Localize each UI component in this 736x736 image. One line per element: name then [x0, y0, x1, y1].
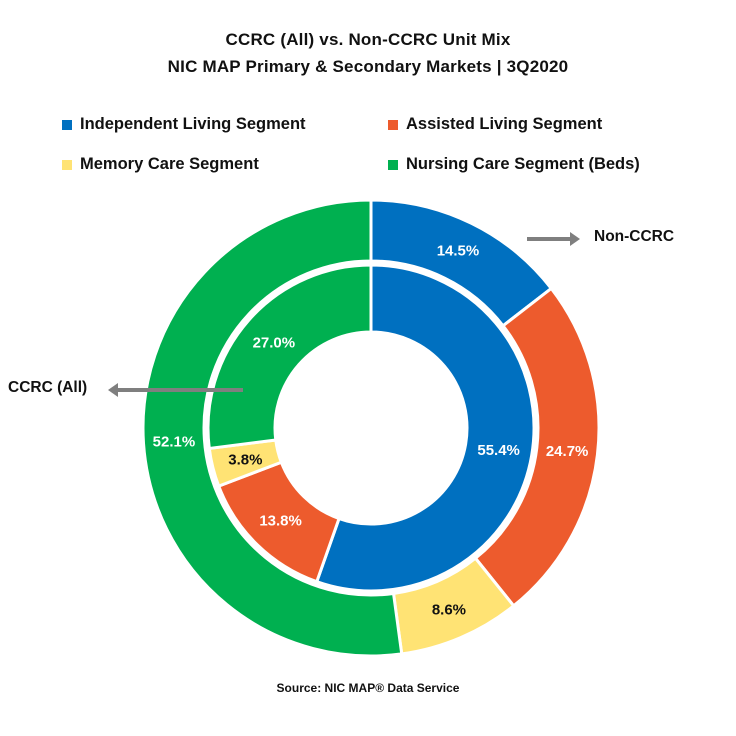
legend-item-memory: Memory Care Segment: [62, 155, 259, 174]
legend-label-assisted: Assisted Living Segment: [406, 115, 603, 133]
legend-label-independent: Independent Living Segment: [80, 115, 306, 133]
inner-ring-label-assisted: 13.8%: [259, 513, 302, 530]
legend-swatch-assisted: [388, 119, 398, 130]
legend-swatch-nursing: [388, 159, 398, 170]
outer-ring-label-memory: 8.6%: [432, 601, 466, 618]
ccrc-arrow: [108, 383, 243, 397]
non-ccrc-annotation: Non-CCRC: [594, 228, 675, 245]
inner-ring-slice-independent: [314, 263, 536, 593]
outer-ring-label-nursing: 52.1%: [153, 433, 196, 450]
legend-item-assisted: Assisted Living Segment: [388, 115, 602, 134]
legend-item-nursing: Nursing Care Segment (Beds): [388, 155, 640, 174]
legend-swatch-memory: [62, 159, 72, 170]
outer-ring-slice-nursing: [141, 198, 404, 658]
ccrc-annotation: CCRC (All): [8, 379, 88, 396]
inner-ring-label-independent: 55.4%: [477, 442, 520, 459]
outer-ring-label-independent: 14.5%: [437, 243, 480, 260]
legend-label-nursing: Nursing Care Segment (Beds): [406, 155, 640, 173]
legend-label-memory: Memory Care Segment: [80, 155, 259, 173]
outer-ring-label-assisted: 24.7%: [546, 443, 589, 460]
non-ccrc-arrow: [527, 232, 580, 246]
chart-title: CCRC (All) vs. Non-CCRC Unit Mix: [225, 30, 511, 49]
inner-ring-slice-nursing: [206, 263, 373, 451]
chart-subtitle: NIC MAP Primary & Secondary Markets | 3Q…: [167, 57, 569, 76]
source-note: Source: NIC MAP® Data Service: [276, 681, 460, 695]
legend-swatch-independent: [62, 119, 72, 130]
inner-ring-label-nursing: 27.0%: [253, 334, 296, 351]
inner-ring-label-memory: 3.8%: [228, 451, 262, 468]
legend-item-independent: Independent Living Segment: [62, 115, 306, 134]
